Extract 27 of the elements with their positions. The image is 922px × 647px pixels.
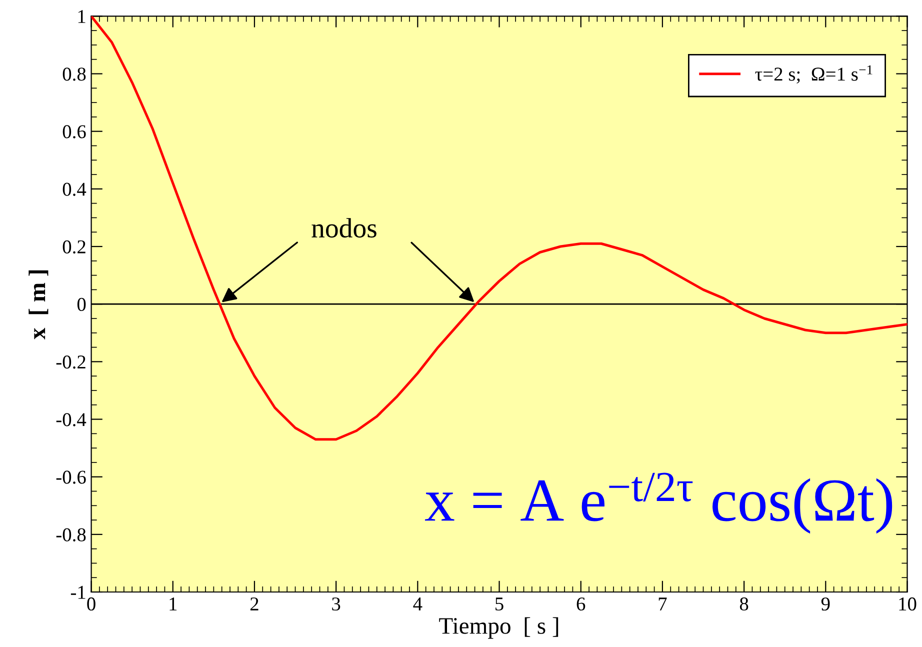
legend-label: τ=2 s; Ω=1 s$^{−1}$ (755, 65, 872, 84)
y-tick-label: 0.2 (62, 240, 86, 254)
x-tick-label: 5 (496, 598, 504, 611)
y-tick-label: 0.6 (62, 125, 86, 138)
x-tick-label: 6 (576, 597, 586, 611)
y-tick-label: 0.4 (62, 182, 86, 196)
y-tick-label: -0.4 (56, 413, 86, 426)
y-tick-label: -0.2 (56, 355, 86, 369)
x-tick-label: 10 (899, 597, 916, 611)
y-axis-title: x [ m ] (28, 270, 48, 340)
x-tick-label: 7 (658, 598, 667, 610)
x-tick-label: 8 (740, 597, 748, 611)
x-tick-label: 1 (170, 598, 177, 610)
x-tick-label: 9 (821, 597, 830, 611)
annotation: x = A e$^{−t/2τ}$ cos(Ωt) (424, 472, 892, 534)
x-axis-title: Tiempo [ s ] (439, 617, 558, 639)
y-tick-label: 0 (77, 298, 86, 312)
y-tick-label: -1 (70, 586, 86, 599)
y-tick-label: -0.6 (56, 470, 86, 484)
x-tick-label: 3 (332, 597, 340, 611)
y-tick-label: 0.8 (62, 68, 86, 81)
x-tick-label: 4 (413, 598, 422, 610)
x-tick-label: 0 (87, 597, 96, 611)
x-tick-label: 2 (250, 597, 258, 610)
y-tick-label: 1 (78, 10, 86, 23)
y-tick-label: -0.8 (56, 528, 86, 542)
annotation: nodos (312, 218, 376, 238)
